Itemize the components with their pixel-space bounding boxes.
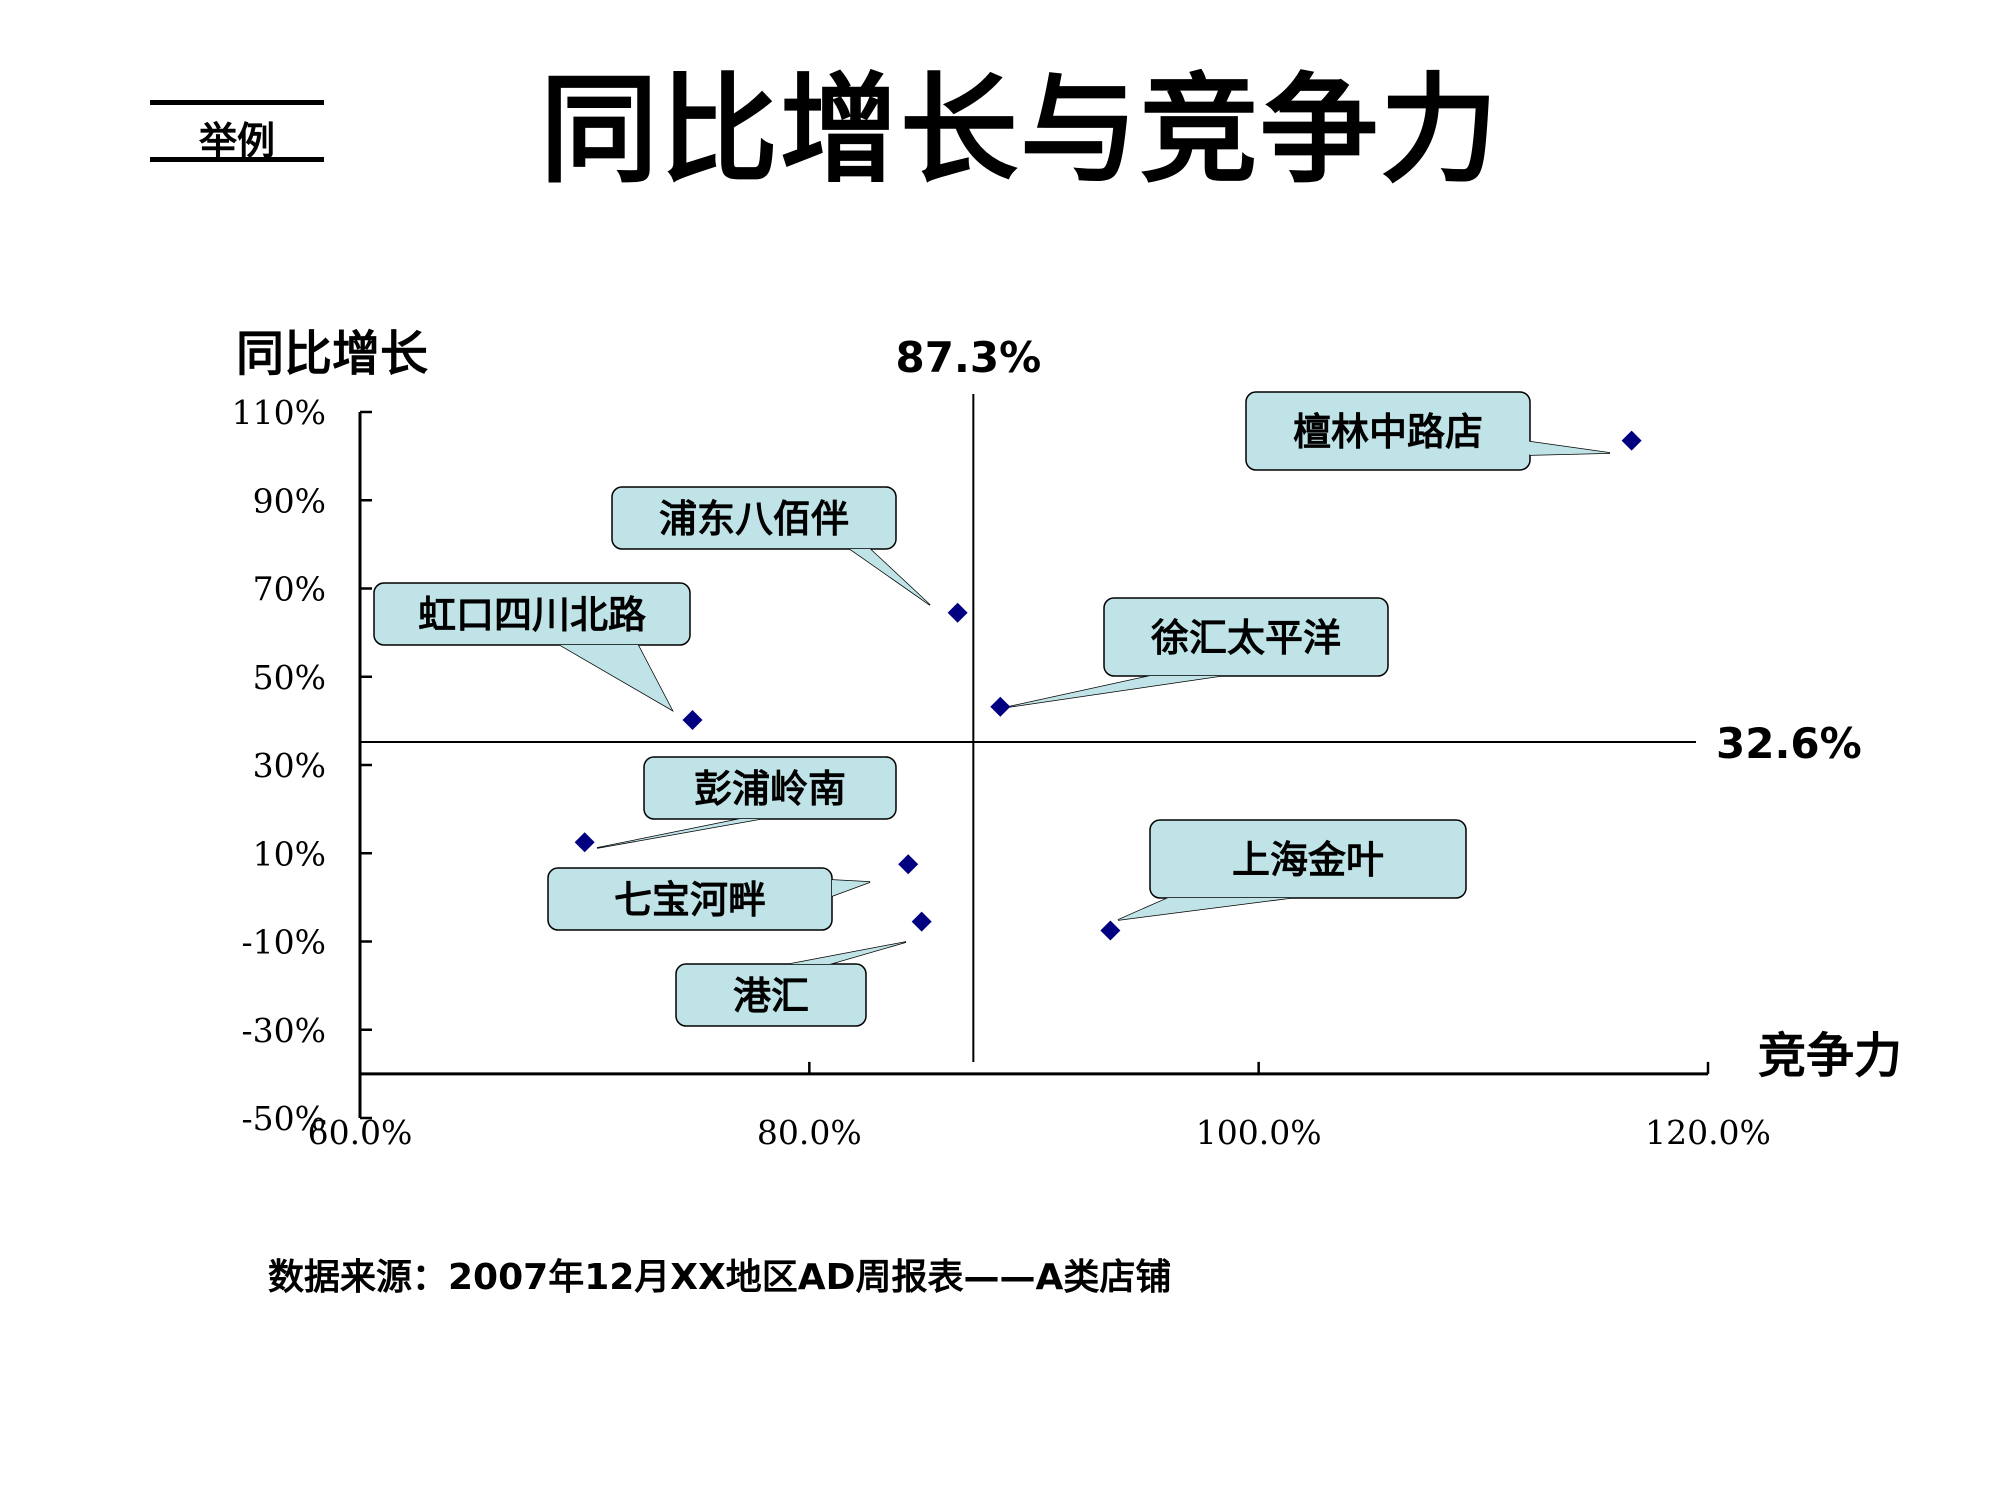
data-point-2 — [682, 709, 703, 730]
data-point-5 — [898, 854, 919, 875]
y-tick-label-8: -50% — [242, 1099, 327, 1138]
callouts — [373, 391, 1611, 1027]
source-note: 数据来源：2007年12月XX地区AD周报表——A类店铺 — [268, 1257, 1172, 1298]
callout-box-3 — [1103, 597, 1389, 677]
y-tick-label-7: -30% — [242, 1011, 327, 1050]
badge-text: 举例 — [198, 119, 275, 163]
y-tick-label-0: 110% — [232, 393, 326, 432]
callout-pointer-fill-3 — [1008, 676, 1220, 707]
point-label-6: 港汇 — [733, 974, 809, 1018]
reference-label-x: 87.3% — [895, 333, 1041, 382]
reference-label-y: 32.6% — [1716, 719, 1862, 768]
callout-pointer-fill-6 — [790, 942, 906, 964]
x-tick-label-2: 100.0% — [1196, 1113, 1322, 1152]
point-label-5: 七宝河畔 — [614, 878, 766, 922]
chart-text: 110% 90% 70% 50% 30% 10% -10% -30% -50%60.0% 80.0… — [232, 326, 1902, 1152]
callout-box-4 — [643, 756, 897, 820]
point-label-2: 虹口四川北路 — [418, 593, 647, 637]
page-title: 同比增长与竞争力 — [539, 61, 1500, 199]
callout-pointer-fill-7 — [1118, 898, 1290, 920]
data-point-4 — [574, 832, 595, 853]
data-points — [574, 430, 1642, 941]
reference-lines — [360, 394, 1696, 1062]
callout-box-5 — [547, 867, 833, 931]
point-label-0: 檀林中路店 — [1293, 410, 1483, 454]
data-point-7 — [1100, 920, 1121, 941]
example-badge: 举例 — [150, 100, 324, 163]
callout-pointer-fill-2 — [560, 645, 672, 710]
point-label-1: 浦东八佰伴 — [659, 497, 849, 541]
badge-bottom-rule — [150, 157, 324, 162]
y-tick-label-4: 30% — [253, 746, 326, 785]
y-tick-label-1: 90% — [253, 481, 326, 520]
callout-box-2 — [373, 582, 691, 646]
data-point-6 — [911, 911, 932, 932]
callout-pointer-fill-4 — [597, 819, 760, 848]
point-label-3: 徐汇太平洋 — [1150, 616, 1341, 660]
data-point-1 — [947, 602, 968, 623]
x-tick-label-0: 60.0% — [308, 1113, 413, 1152]
callout-box-1 — [611, 486, 897, 550]
data-point-0 — [1621, 430, 1642, 451]
x-axis-label: 竞争力 — [1758, 1028, 1902, 1084]
y-tick-label-2: 70% — [253, 570, 326, 609]
callout-pointer-fill-0 — [1518, 440, 1610, 455]
y-tick-label-6: -10% — [242, 923, 327, 962]
data-point-3 — [990, 696, 1011, 717]
callout-box-0 — [1245, 391, 1531, 471]
callout-pointer-fill-1 — [850, 549, 930, 605]
x-tick-label-1: 80.0% — [757, 1113, 862, 1152]
point-label-4: 彭浦岭南 — [694, 767, 846, 811]
callout-box-7 — [1149, 819, 1467, 899]
y-axis-label: 同比增长 — [236, 326, 428, 382]
x-tick-label-3: 120.0% — [1645, 1113, 1771, 1152]
y-tick-label-5: 10% — [253, 834, 326, 873]
point-label-7: 上海金叶 — [1232, 838, 1384, 882]
callout-box-6 — [675, 963, 867, 1027]
callout-pointer-fill-5 — [832, 880, 870, 896]
axes — [358, 410, 1710, 1120]
y-tick-label-3: 50% — [253, 658, 326, 697]
badge-top-rule — [150, 100, 324, 105]
